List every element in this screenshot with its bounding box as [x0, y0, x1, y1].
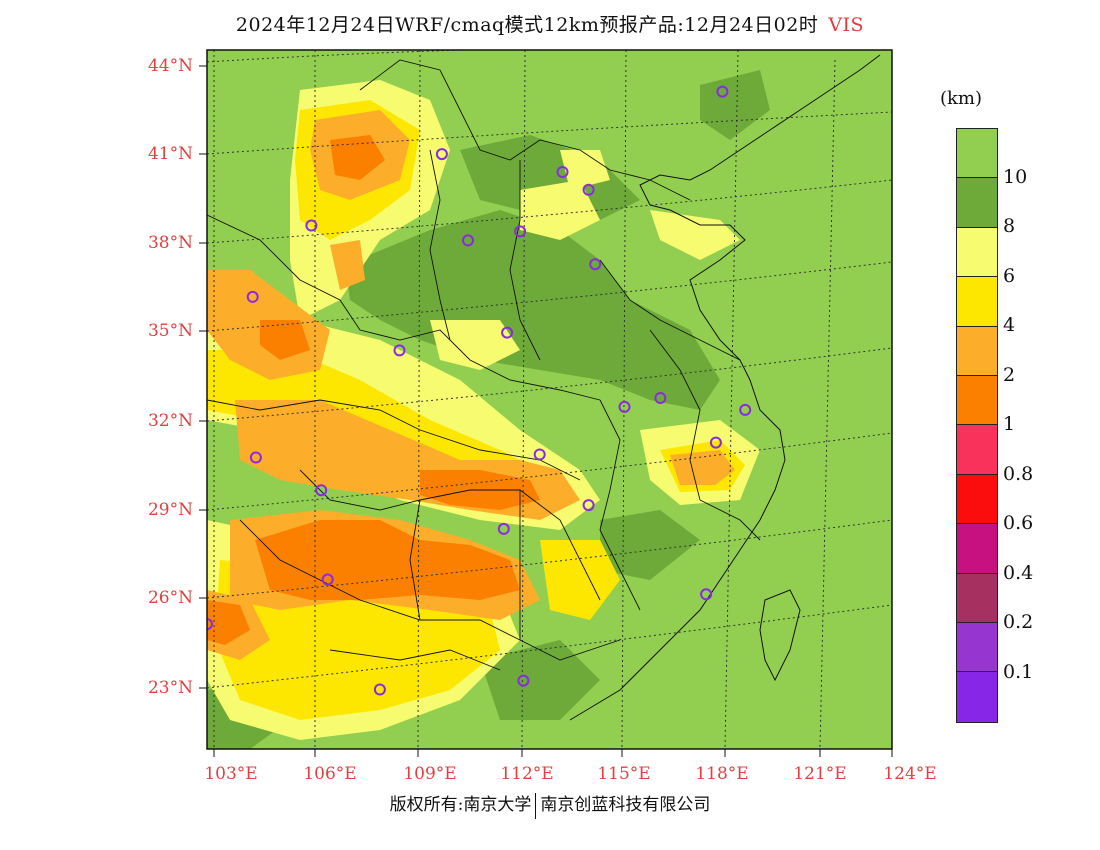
map-frame	[206, 49, 893, 750]
station-marker-8	[246, 290, 259, 303]
lon-label-124: 124°E	[883, 764, 937, 784]
legend-label-9: 0.2	[1003, 611, 1034, 633]
station-marker-16	[533, 448, 546, 461]
station-marker-5	[462, 234, 474, 247]
copyright-separator	[535, 792, 537, 819]
station-marker-23	[373, 683, 386, 696]
lat-label-38: 38°N	[147, 233, 193, 253]
lon-label-103: 103°E	[204, 764, 258, 784]
title-variable: VIS	[828, 14, 865, 36]
graticule	[207, 50, 892, 749]
map-canvas	[207, 50, 892, 749]
legend-swatch-0	[957, 129, 997, 179]
lat-label-32: 32°N	[147, 411, 193, 431]
legend-swatch-3	[957, 277, 997, 327]
station-marker-17	[315, 484, 328, 497]
field-dark-green	[207, 70, 770, 749]
lon-label-109: 109°E	[403, 764, 457, 784]
province-borders	[207, 59, 761, 671]
lat-label-26: 26°N	[147, 588, 193, 608]
title-text: 2024年12月24日WRF/cmaq模式12km预报产品:12月24日02时	[235, 14, 819, 36]
legend-label-8: 0.4	[1003, 561, 1034, 584]
lat-label-41: 41°N	[147, 144, 193, 164]
legend-unit: (km)	[940, 88, 983, 109]
copyright-footer: 版权所有:南京大学 南京创蓝科技有限公司	[0, 790, 1100, 819]
station-marker-10	[393, 344, 406, 357]
map-title: 2024年12月24日WRF/cmaq模式12km预报产品:12月24日02时 V…	[0, 10, 1100, 37]
legend-swatch-10	[957, 622, 997, 673]
coastline	[569, 54, 881, 721]
legend-swatch-9	[957, 573, 997, 623]
station-marker-18	[582, 499, 595, 512]
station-marker-3	[582, 183, 595, 196]
station-marker-15	[249, 451, 262, 464]
field-orange	[207, 135, 540, 645]
station-marker-12	[654, 392, 667, 404]
legend-swatch-7	[957, 474, 997, 525]
legend-swatch-1	[957, 178, 997, 228]
lat-label-29: 29°N	[147, 500, 193, 520]
legend-swatch-8	[957, 524, 997, 574]
station-markers	[207, 85, 752, 696]
station-marker-0	[716, 85, 729, 98]
lat-label-44: 44°N	[147, 56, 193, 76]
legend-label-1: 8	[1003, 215, 1016, 237]
station-marker-13	[739, 403, 752, 416]
lat-label-35: 35°N	[147, 321, 193, 341]
station-marker-19	[497, 522, 510, 535]
legend-label-5: 1	[1003, 413, 1016, 435]
station-marker-20	[321, 573, 334, 586]
legend-label-7: 0.6	[1003, 512, 1034, 534]
station-marker-9	[501, 326, 514, 339]
copyright-left: 版权所有:南京大学	[389, 795, 532, 815]
lon-label-118: 118°E	[695, 764, 749, 784]
legend-label-6: 0.8	[1003, 462, 1034, 485]
frame-ticks	[199, 65, 893, 757]
station-marker-24	[517, 674, 530, 687]
legend-label-4: 2	[1003, 363, 1016, 386]
legend-swatch-2	[957, 227, 997, 278]
station-marker-21	[700, 588, 713, 601]
legend-swatch-11	[957, 672, 997, 722]
station-marker-11	[618, 400, 631, 413]
lon-label-115: 115°E	[597, 764, 651, 784]
lon-label-121: 121°E	[793, 764, 847, 784]
copyright-right: 南京创蓝科技有限公司	[540, 795, 711, 815]
station-marker-14	[709, 436, 722, 449]
station-marker-7	[589, 258, 602, 271]
lat-label-23: 23°N	[147, 678, 193, 698]
legend-swatch-4	[957, 326, 997, 376]
station-marker-4	[305, 219, 318, 232]
lon-label-112: 112°E	[500, 764, 554, 784]
legend-swatch-6	[957, 425, 997, 475]
legend-label-0: 10	[1003, 165, 1028, 188]
station-marker-2	[556, 166, 569, 178]
station-marker-1	[435, 148, 448, 161]
lon-label-106: 106°E	[303, 764, 357, 784]
station-marker-22	[207, 618, 213, 631]
legend-colorbar	[956, 128, 998, 723]
legend-label-2: 6	[1003, 264, 1016, 287]
station-marker-6	[514, 225, 527, 238]
legend-label-10: 0.1	[1003, 660, 1034, 683]
legend-label-3: 4	[1003, 314, 1016, 336]
legend-swatch-5	[957, 375, 997, 426]
